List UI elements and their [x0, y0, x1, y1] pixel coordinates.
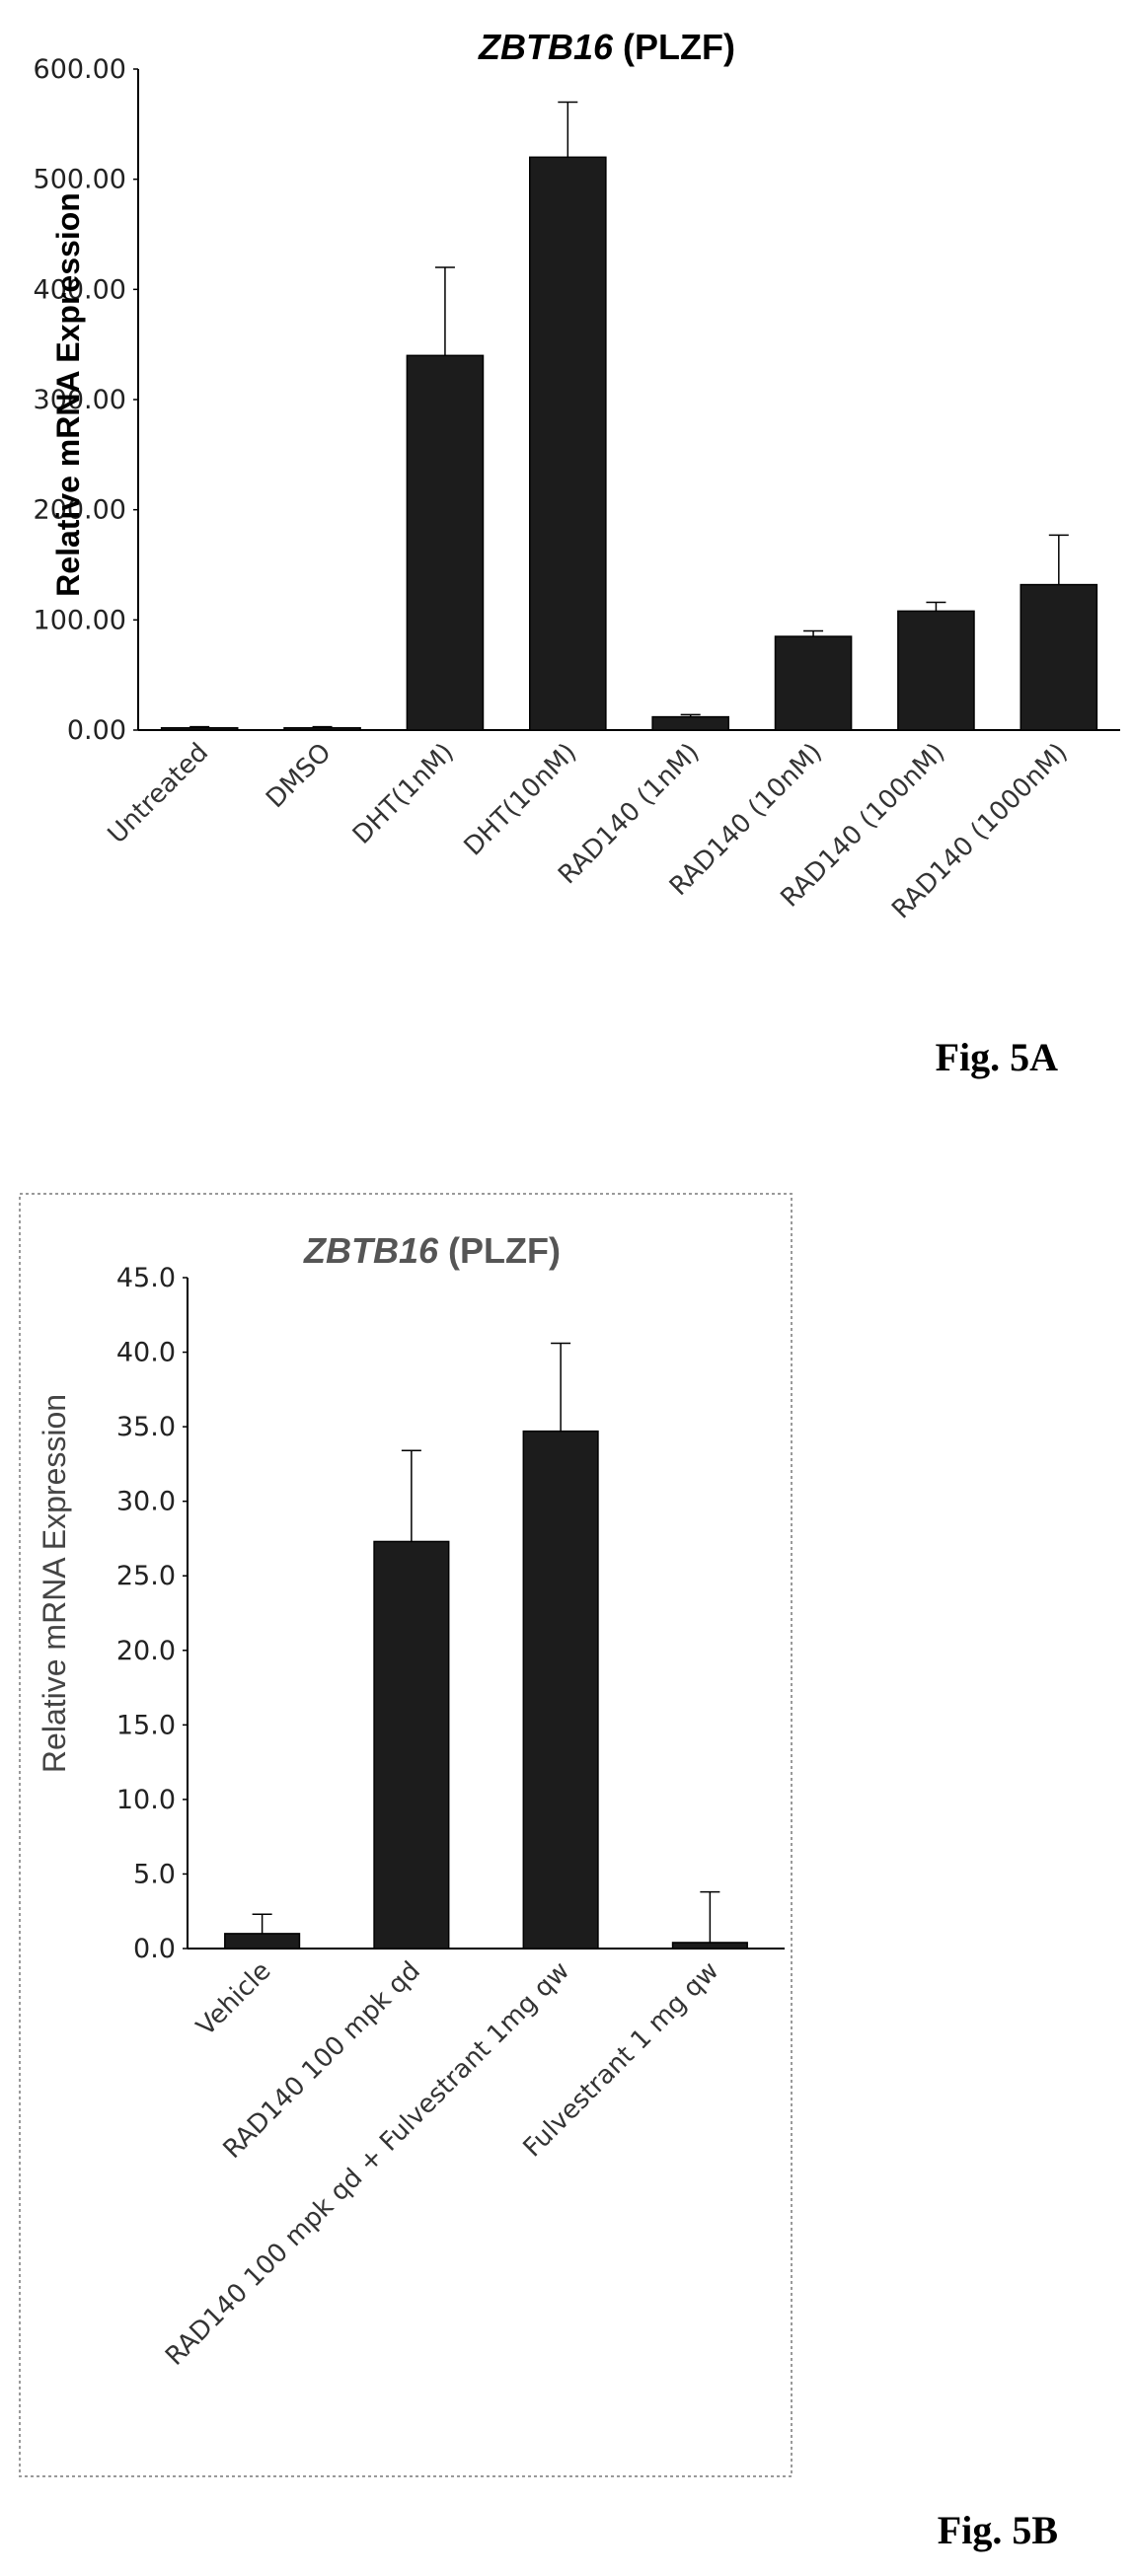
bar — [529, 156, 607, 731]
y-tick-label: 0.00 — [67, 715, 126, 746]
title-protein: (PLZF) — [623, 27, 735, 67]
y-tick-label: 0.0 — [133, 1934, 176, 1964]
y-axis-title: Relative mRNA Expression — [37, 1394, 72, 1773]
category-label: DHT(1nM) — [347, 738, 460, 850]
bar — [897, 610, 975, 731]
bar — [671, 1942, 748, 1950]
bar — [283, 727, 361, 731]
y-tick-labels: 0.0 5.0 10.0 15.0 20.0 25.0 30.0 35.0 40.0 45.0 — [116, 1263, 176, 1964]
chart-title: ZBTB16 (PLZF) — [478, 27, 735, 67]
bar — [774, 635, 853, 731]
bar — [373, 1540, 450, 1950]
y-tick-label: 100.00 — [34, 605, 126, 635]
y-axis-title: Relative mRNA Expression — [50, 192, 86, 597]
chart-5b: ZBTB16 (PLZF) 0.0 5.0 10.0 15.0 20.0 25.0 30.0 3… — [19, 1193, 1058, 2552]
y-tick-label: 5.0 — [133, 1859, 176, 1889]
axes — [183, 1277, 785, 1950]
y-tick-label: 35.0 — [116, 1412, 176, 1442]
bars — [160, 156, 1098, 731]
y-tick-labels: 0.00 100.00 200.00 300.00 400.00 500.00 600.00 — [34, 54, 126, 746]
bar — [1020, 583, 1098, 731]
y-tick-label: 15.0 — [116, 1710, 176, 1740]
y-tick-label: 400.00 — [34, 274, 126, 305]
y-tick-label: 20.0 — [116, 1636, 176, 1666]
figure-label: Fig. 5A — [936, 1035, 1059, 1079]
bar — [522, 1430, 599, 1950]
bar — [651, 715, 729, 731]
title-gene: ZBTB16 — [478, 27, 614, 67]
category-label: DMSO — [261, 738, 337, 814]
y-tick-label: 10.0 — [116, 1785, 176, 1815]
y-tick-label: 300.00 — [34, 385, 126, 415]
category-label: DHT(10nM) — [459, 738, 583, 862]
bars — [224, 1430, 748, 1950]
category-label: Untreated — [103, 738, 214, 849]
y-tick-label: 600.00 — [34, 54, 126, 85]
bar — [224, 1933, 301, 1950]
y-tick-label: 30.0 — [116, 1487, 176, 1517]
category-label: Vehicle — [191, 1956, 277, 2042]
y-tick-label: 25.0 — [116, 1561, 176, 1591]
figure-label: Fig. 5B — [938, 2508, 1058, 2552]
y-tick-label: 500.00 — [34, 165, 126, 195]
chart-border — [19, 1193, 793, 2477]
title-protein: (PLZF) — [448, 1230, 561, 1271]
error-bars — [189, 101, 1069, 728]
error-bars — [252, 1342, 720, 1943]
category-labels: Untreated DMSO DHT(1nM)DHT(10nM)RAD140 (1n… — [103, 738, 1074, 925]
chart-title: ZBTB16 (PLZF) — [303, 1230, 561, 1271]
bar — [406, 354, 485, 731]
bar — [160, 727, 239, 731]
y-tick-label: 200.00 — [34, 495, 126, 526]
y-tick-label: 40.0 — [116, 1338, 176, 1368]
y-tick-label: 45.0 — [116, 1263, 176, 1293]
chart-5a: ZBTB16 (PLZF) 0.00 100.00 200.00 300.00 400.0… — [34, 27, 1120, 1079]
title-gene: ZBTB16 — [303, 1230, 439, 1271]
